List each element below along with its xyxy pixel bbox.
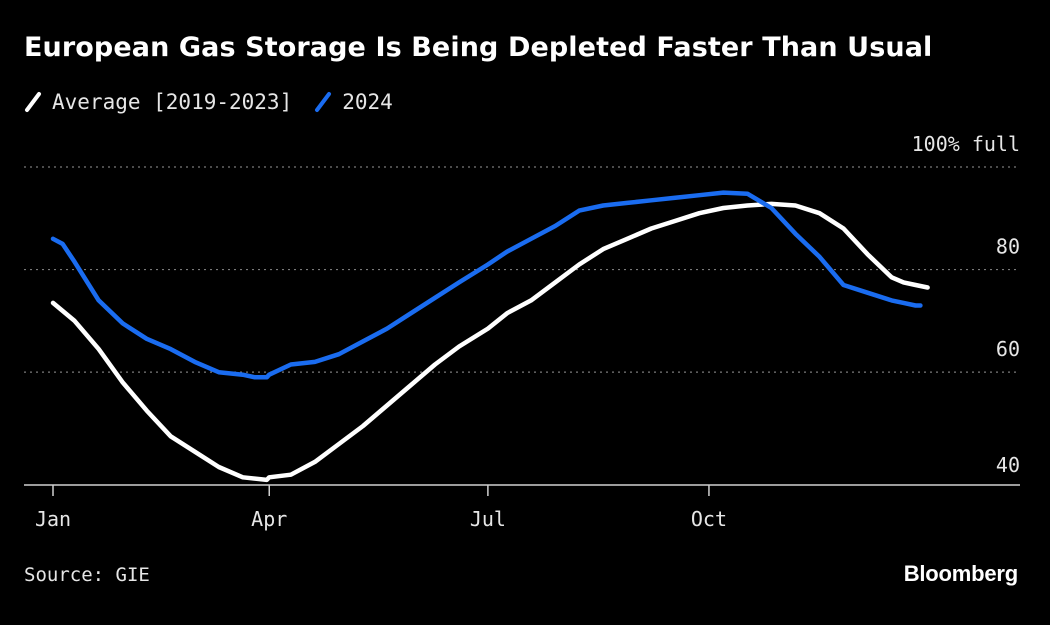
legend-swatch-average	[25, 92, 41, 112]
y-tick-label-100: 100% full	[912, 132, 1020, 156]
series-line-average	[50, 201, 930, 483]
y-tick-label-40: 40	[996, 453, 1020, 477]
x-tick-label-jul: Jul	[470, 507, 506, 531]
legend-item-average: Average [2019-2023]	[24, 90, 292, 114]
y-tick-label-80: 80	[996, 235, 1020, 259]
legend-label-average: Average [2019-2023]	[52, 90, 293, 114]
x-tick-label-oct: Oct	[691, 507, 727, 531]
series-line-2024	[50, 190, 923, 380]
chart-title: European Gas Storage Is Being Depleted F…	[24, 32, 933, 63]
x-tick-label-jan: Jan	[35, 507, 71, 531]
source-note: Source: GIE	[24, 564, 150, 586]
x-tick-label-apr: Apr	[251, 507, 287, 531]
legend-swatch-2024	[315, 92, 332, 112]
legend: Average [2019-2023] 2024	[24, 90, 415, 114]
legend-label-2024: 2024	[342, 90, 393, 114]
bloomberg-logo: Bloomberg	[903, 561, 1019, 586]
legend-item-2024: 2024	[314, 90, 393, 114]
y-tick-label-60: 60	[996, 337, 1020, 361]
